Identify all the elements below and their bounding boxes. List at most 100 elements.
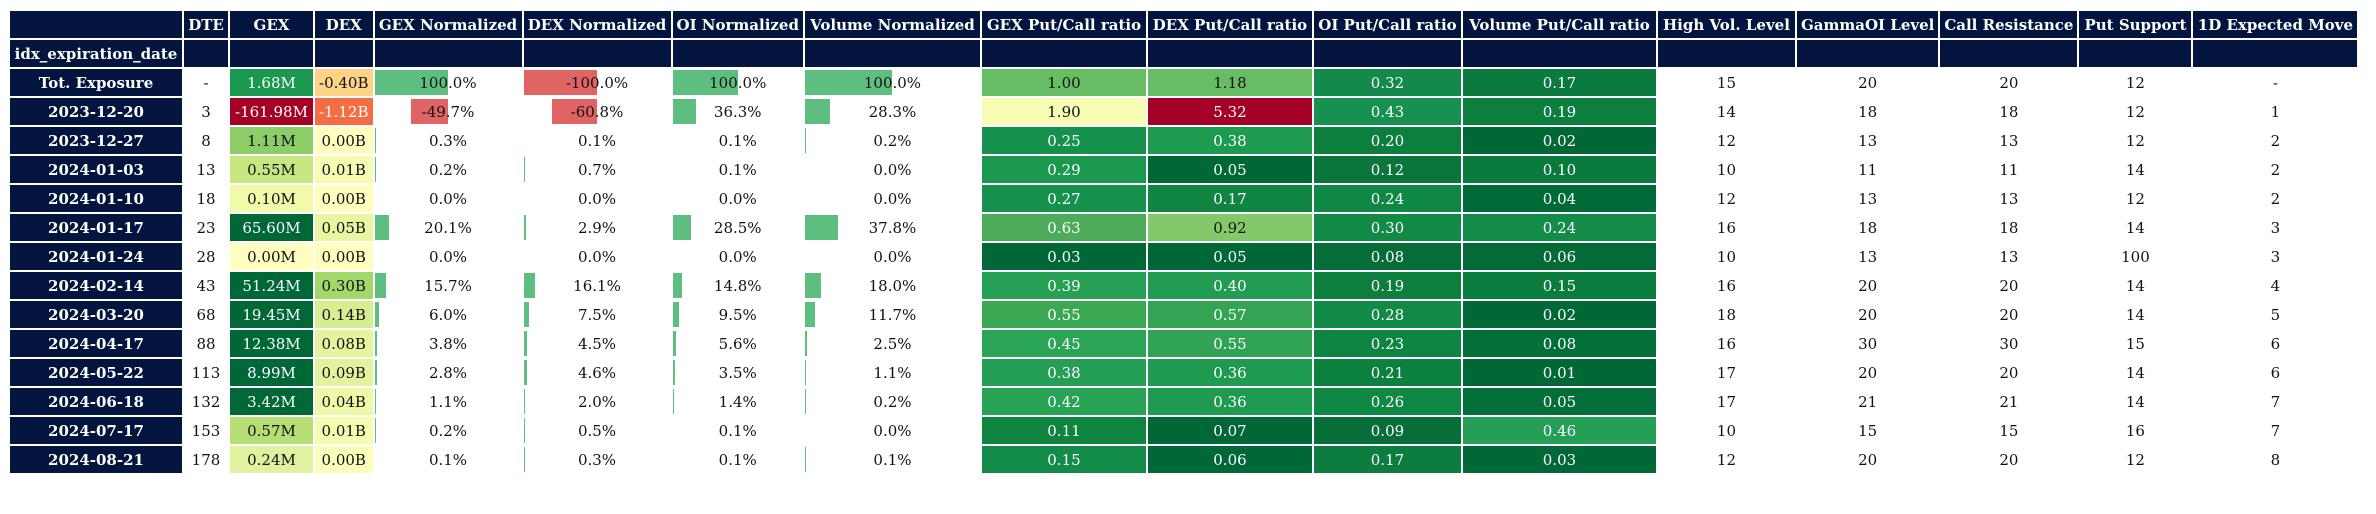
cell-call-resistance: 20 — [1999, 305, 2019, 324]
bar-value: 0.0% — [718, 247, 757, 266]
bar-value: -60.8% — [570, 102, 624, 121]
cell-gex-normalized: 0.0% — [375, 185, 522, 212]
cell-gammaoi-level: 20 — [1858, 450, 1878, 469]
cell-dex-normalized: 7.5% — [523, 301, 671, 328]
cell-dex-normalized: -100.0% — [523, 69, 671, 96]
cell-volume-normalized: 0.0% — [805, 185, 980, 212]
cell-oi-normalized: 5.6% — [672, 330, 803, 357]
cell-put-support: 16 — [2125, 421, 2145, 440]
column-header-dex-put-call-ratio: DEX Put/Call ratio — [1147, 11, 1312, 38]
column-header-gex: GEX — [230, 11, 313, 38]
bar-value: 3.8% — [428, 334, 468, 353]
column-header-dex-normalized: DEX Normalized — [523, 11, 671, 38]
cell-1d-expected-move: 6 — [2270, 334, 2281, 353]
cell-gex: 1.68M — [230, 69, 313, 96]
table-row: 2024-01-03 13 0.55M 0.01B 0.2% 0.7% 0.1% 0.0% 0.… — [10, 156, 2357, 183]
cell-high-vol-level: 12 — [1716, 189, 1737, 208]
cell-put-support: 14 — [2125, 160, 2145, 179]
column-header-gex-normalized: GEX Normalized — [374, 11, 522, 38]
bar-value: 0.0% — [873, 247, 912, 266]
cell-dex-put-call-ratio: 5.32 — [1147, 98, 1312, 125]
cell-oi-normalized: 36.3% — [672, 98, 803, 125]
cell-put-support: 100 — [2121, 247, 2150, 266]
bar-fill — [672, 389, 674, 414]
bar-value: 0.0% — [428, 247, 468, 266]
bar-fill — [804, 302, 816, 327]
cell-gammaoi-level: 30 — [1858, 334, 1878, 353]
cell-dex-normalized: 2.9% — [523, 214, 671, 241]
table-row: Tot. Exposure -1.68M -0.40B 100.0% -100.0% 10… — [10, 69, 2357, 96]
row-label: 2024-02-14 — [10, 272, 182, 299]
bar-value: 4.6% — [577, 363, 617, 382]
bar-value: 5.6% — [718, 334, 757, 353]
cell-high-vol-level: 16 — [1716, 276, 1737, 295]
cell-gex: 19.45M — [230, 301, 313, 328]
cell-call-resistance: 20 — [1999, 73, 2019, 92]
cell-dte: 153 — [191, 421, 221, 440]
cell-gex-put-call-ratio: 0.55 — [981, 301, 1146, 328]
cell-dex-normalized: 0.3% — [523, 446, 671, 473]
cell-gex-normalized: 2.8% — [374, 359, 522, 386]
cell-volume-normalized: 37.8% — [804, 214, 980, 241]
cell-gex-put-call-ratio: 0.15 — [981, 446, 1146, 473]
cell-gex-normalized: 100.0% — [374, 69, 522, 96]
cell-gex: 0.55M — [230, 156, 313, 183]
cell-volume-normalized: 2.5% — [804, 330, 980, 357]
cell-dex-normalized: 0.7% — [523, 156, 671, 183]
cell-dex-normalized: -60.8% — [524, 98, 671, 125]
cell-oi-normalized: 0.0% — [673, 243, 803, 270]
column-header-volume-normalized: Volume Normalized — [804, 11, 980, 38]
cell-high-vol-level: 16 — [1716, 218, 1737, 237]
bar-fill — [672, 360, 675, 385]
bar-value: 0.7% — [577, 160, 617, 179]
cell-dex: 0.00B — [315, 243, 373, 270]
cell-dte: 3 — [201, 102, 211, 121]
column-header-oi-normalized: OI Normalized — [672, 11, 803, 38]
cell-put-support: 14 — [2125, 276, 2145, 295]
cell-oi-put-call-ratio: 0.32 — [1313, 69, 1461, 96]
cell-dte: 68 — [196, 305, 216, 324]
bar-fill — [374, 389, 376, 414]
bar-value: 0.1% — [718, 450, 757, 469]
cell-put-support: 12 — [2125, 189, 2145, 208]
bar-fill — [523, 360, 527, 385]
cell-dex-put-call-ratio: 0.38 — [1147, 127, 1312, 154]
cell-1d-expected-move: 6 — [2270, 363, 2281, 382]
cell-oi-put-call-ratio: 0.28 — [1313, 301, 1461, 328]
cell-volume-normalized: 28.3% — [804, 98, 980, 125]
cell-oi-normalized: 14.8% — [672, 272, 803, 299]
cell-1d-expected-move: - — [2272, 73, 2278, 92]
bar-fill — [374, 331, 378, 356]
bar-fill — [804, 273, 821, 298]
cell-gammaoi-level: 15 — [1858, 421, 1878, 440]
cell-gammaoi-level: 20 — [1858, 73, 1878, 92]
cell-dex-put-call-ratio: 1.18 — [1147, 69, 1312, 96]
bar-value: 100.0% — [863, 73, 922, 92]
cell-dex: 0.08B — [315, 330, 373, 357]
cell-call-resistance: 30 — [1999, 334, 2019, 353]
cell-1d-expected-move: 2 — [2270, 160, 2281, 179]
column-header-high-vol-level: High Vol. Level — [1657, 11, 1795, 38]
bar-value: 28.3% — [868, 102, 917, 121]
cell-oi-normalized: 0.1% — [672, 156, 803, 183]
cell-gex: 0.00M — [230, 243, 313, 270]
cell-dex-normalized: 0.0% — [524, 243, 671, 270]
cell-gammaoi-level: 18 — [1858, 218, 1878, 237]
cell-high-vol-level: 17 — [1716, 363, 1737, 382]
cell-dex-put-call-ratio: 0.05 — [1147, 156, 1312, 183]
cell-call-resistance: 13 — [1999, 247, 2019, 266]
cell-dte: 113 — [191, 363, 221, 382]
index-row-blank — [230, 40, 313, 67]
cell-call-resistance: 13 — [1999, 131, 2019, 150]
index-row-blank — [672, 40, 803, 67]
index-name: idx_expiration_date — [10, 40, 182, 67]
bar-value: 0.5% — [577, 421, 617, 440]
cell-call-resistance: 15 — [1999, 421, 2019, 440]
cell-dex-normalized: 0.1% — [523, 127, 671, 154]
row-label: Tot. Exposure — [10, 69, 182, 96]
bar-fill — [523, 331, 527, 356]
cell-volume-normalized: 11.7% — [804, 301, 980, 328]
cell-dex-put-call-ratio: 0.05 — [1147, 243, 1312, 270]
cell-dex: 0.01B — [315, 417, 373, 444]
bar-value: 0.2% — [428, 160, 468, 179]
